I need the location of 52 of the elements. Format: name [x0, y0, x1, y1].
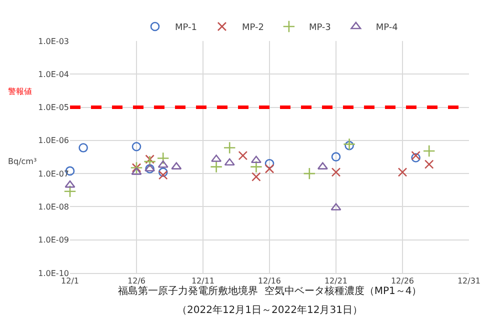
point: [223, 142, 236, 154]
x-tick-label: 12/6: [128, 276, 146, 286]
point: [331, 152, 341, 162]
point: [78, 143, 88, 152]
x-tick-label: 12/21: [324, 276, 348, 286]
point: [64, 180, 76, 188]
legend-label: MP-2: [242, 23, 264, 34]
y-tick-label: 1.0E-10: [38, 268, 69, 278]
y-tick-label: 1.0E-06: [38, 136, 69, 146]
y-tick-label: 1.0E-03: [38, 36, 69, 46]
point: [64, 185, 76, 198]
y-tick-label: 1.0E-04: [38, 70, 69, 79]
point: [144, 155, 156, 168]
x-tick-label: 12/11: [191, 276, 215, 286]
point: [252, 172, 261, 182]
point: [264, 164, 274, 174]
point: [264, 158, 274, 168]
point: [132, 142, 142, 152]
x-tick-label: 12/16: [258, 276, 282, 286]
text: 福島第一原子力発電所敷地境界 空気中ベータ核種濃度（MP1～4）: [118, 285, 422, 297]
x-tick-label: 12/1: [61, 276, 79, 286]
legend-label: MP-1: [175, 23, 197, 34]
point: [343, 138, 356, 150]
point: [238, 150, 248, 160]
text: （2022年12月1日～2022年12月31日）: [177, 304, 362, 316]
legend-label: MP-3: [308, 23, 331, 34]
y-tick-label: 1.0E-05: [38, 103, 69, 112]
point: [250, 160, 262, 174]
point: [344, 140, 354, 150]
ref-line-label: 警報値: [8, 87, 32, 96]
point: [411, 150, 420, 160]
point: [398, 168, 408, 177]
point: [158, 168, 168, 177]
x-tick-label: 12/26: [390, 276, 414, 286]
point: [158, 160, 168, 168]
y-tick-label: 1.0E-07: [38, 169, 69, 178]
y-tick-label: 1.0E-09: [38, 236, 69, 245]
legend-label: MP-4: [376, 23, 398, 34]
point: [145, 154, 154, 164]
point: [331, 168, 341, 177]
point: [224, 158, 235, 166]
point: [158, 170, 168, 180]
y-tick-label: 1.0E-08: [38, 202, 69, 212]
x-tick-label: 12/31: [457, 276, 481, 286]
point: [424, 160, 434, 169]
point: [422, 144, 436, 158]
point: [156, 152, 170, 164]
point: [250, 156, 262, 164]
point: [303, 167, 316, 180]
y-axis-title: Bq/cm³: [8, 157, 37, 166]
point: [411, 153, 420, 162]
point: [210, 160, 223, 174]
